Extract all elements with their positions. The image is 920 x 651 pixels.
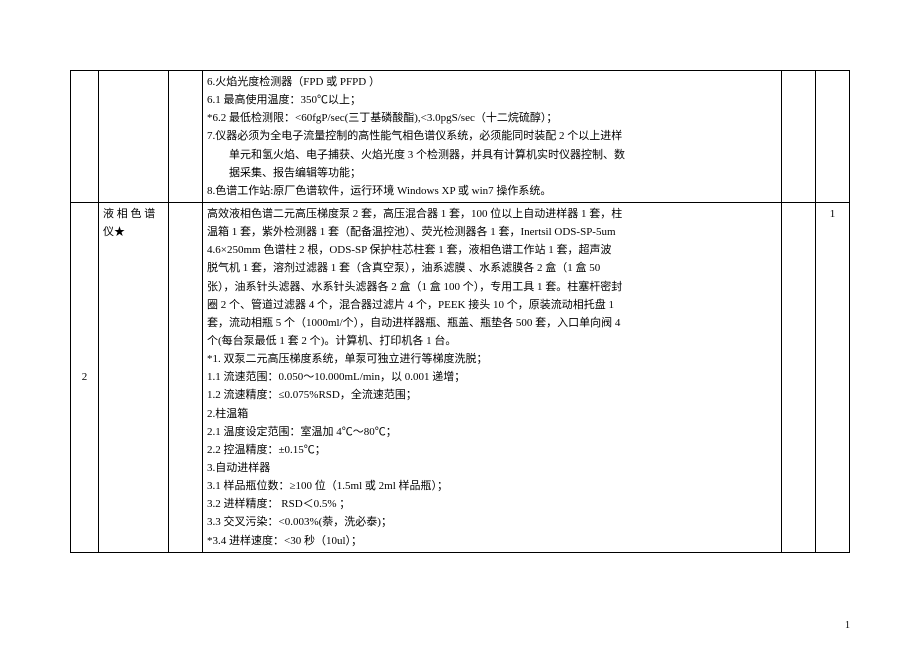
table-row: 6.火焰光度检测器（FPD 或 PFPD ）6.1 最高使用温度：350℃以上；… [71,71,850,203]
spec-line: 4.6×250mm 色谱柱 2 根，ODS-SP 保护柱芯柱套 1 套，液相色谱… [207,241,777,259]
qty-cell [816,71,850,203]
spec-line: 8.色谱工作站:原厂色谱软件，运行环境 Windows XP 或 win7 操作… [207,182,777,200]
spec-line: 3.1 样品瓶位数：≥100 位（1.5ml 或 2ml 样品瓶）； [207,477,777,495]
spec-line: *1. 双泵二元高压梯度系统，单泵可独立进行等梯度洗脱； [207,350,777,368]
spec-line: 3.自动进样器 [207,459,777,477]
spec-line: 脱气机 1 套，溶剂过滤器 1 套（含真空泵），油系滤膜 、水系滤膜各 2 盒（… [207,259,777,277]
spec-line: 7.仪器必须为全电子流量控制的高性能气相色谱仪系统，必须能同时装配 2 个以上进… [207,127,777,145]
page-number: 1 [845,620,850,631]
spec-cell: 6.火焰光度检测器（FPD 或 PFPD ）6.1 最高使用温度：350℃以上；… [203,71,782,203]
spec-line: 3.3 交叉污染：<0.003%(萘，洗必泰)； [207,513,777,531]
spec-line: 张），油系针头滤器、水系针头滤器各 2 盒（1 盒 100 个），专用工具 1 … [207,278,777,296]
spec-line: 1.1 流速范围：0.050～10.000mL/min，以 0.001 递增； [207,368,777,386]
item-name [99,71,169,203]
spec-line: 个(每台泵最低 1 套 2 个)。计算机、打印机各 1 台。 [207,332,777,350]
spec-line: 1.2 流速精度：≤0.075%RSD，全流速范围； [207,386,777,404]
row-index [71,71,99,203]
spec-line: 6.1 最高使用温度：350℃以上； [207,91,777,109]
spec-line: 3.2 进样精度： RSD＜0.5% ； [207,495,777,513]
spec-line: 单元和氢火焰、电子捕获、火焰光度 3 个检测器，并具有计算机实时仪器控制、数 [207,146,777,164]
spec-line: 温箱 1 套，紫外检测器 1 套（配备温控池）、荧光检测器各 1 套，Inert… [207,223,777,241]
spec-line: 圈 2 个、管道过滤器 4 个，混合器过滤片 4 个，PEEK 接头 10 个，… [207,296,777,314]
qty-cell: 1 [816,202,850,552]
spec-line: *6.2 最低检测限：<60fgP/sec(三丁基磷酸酯),<3.0pgS/se… [207,109,777,127]
spec-line: 2.2 控温精度：±0.15℃； [207,441,777,459]
spec-cell: 高效液相色谱二元高压梯度泵 2 套，高压混合器 1 套，100 位以上自动进样器… [203,202,782,552]
blank-cell [169,71,203,203]
row-index: 2 [71,202,99,552]
spec-line: 高效液相色谱二元高压梯度泵 2 套，高压混合器 1 套，100 位以上自动进样器… [207,205,777,223]
spec-line: 2.1 温度设定范围：室温加 4℃～80℃； [207,423,777,441]
spec-line: 2.柱温箱 [207,405,777,423]
empty-cell [782,202,816,552]
empty-cell [782,71,816,203]
spec-line: 6.火焰光度检测器（FPD 或 PFPD ） [207,73,777,91]
blank-cell [169,202,203,552]
spec-line: 据采集、报告编辑等功能； [207,164,777,182]
spec-line: *3.4 进样速度：<30 秒（10ul）； [207,532,777,550]
spec-line: 套，流动相瓶 5 个（1000ml/个），自动进样器瓶、瓶盖、瓶垫各 500 套… [207,314,777,332]
item-name: 液 相 色 谱 仪★ [99,202,169,552]
table-row: 2液 相 色 谱 仪★ 高效液相色谱二元高压梯度泵 2 套，高压混合器 1 套，1… [71,202,850,552]
spec-table: 6.火焰光度检测器（FPD 或 PFPD ）6.1 最高使用温度：350℃以上；… [70,70,850,553]
